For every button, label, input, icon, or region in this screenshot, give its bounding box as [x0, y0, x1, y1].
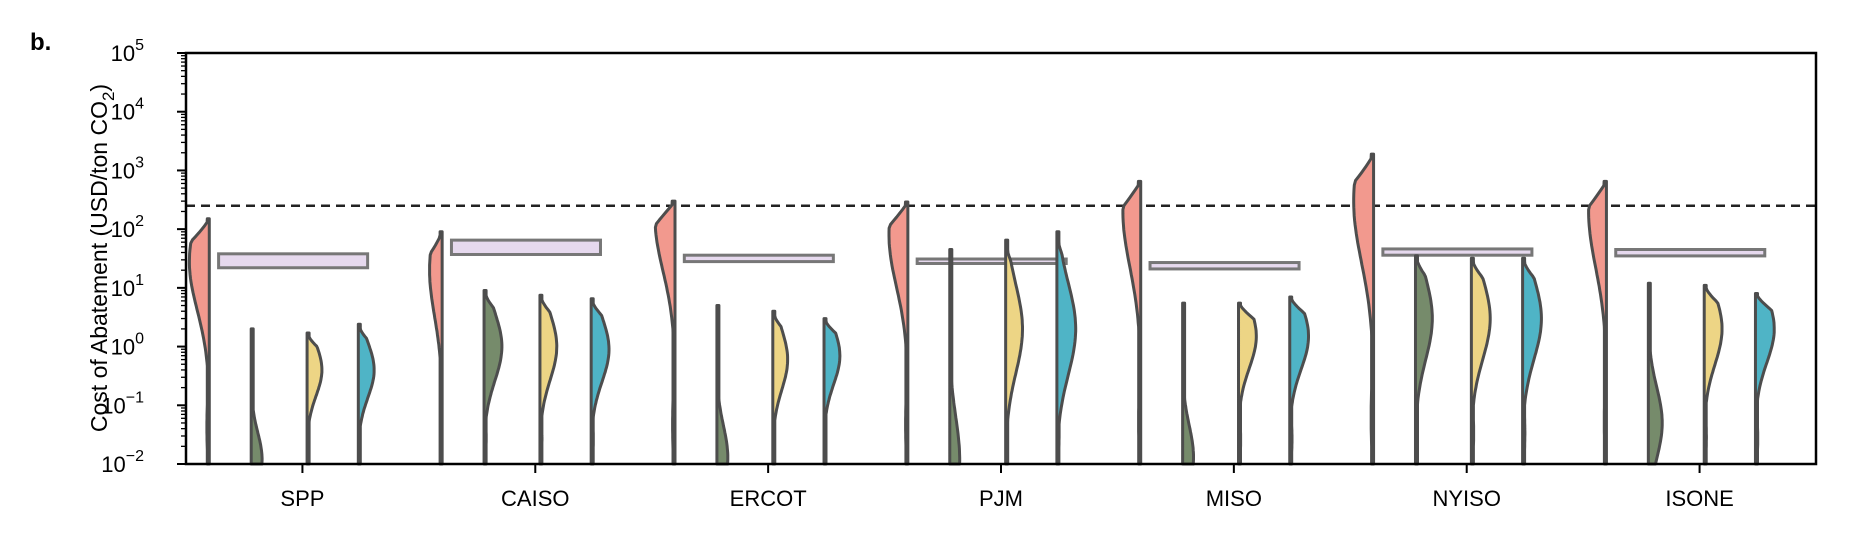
violin-half — [1753, 292, 1776, 466]
violin-half — [1702, 283, 1724, 466]
violin-half — [482, 289, 504, 466]
violin-half — [1352, 152, 1376, 466]
violin-half — [715, 304, 730, 466]
y-axis-label: Cost of Abatement (USD/ton CO2) — [86, 84, 118, 432]
x-tick-label: NYISO — [1432, 486, 1500, 511]
range-box — [1381, 247, 1534, 257]
x-tick-label: MISO — [1206, 486, 1262, 511]
y-tick-label: 100 — [111, 331, 144, 360]
violin-half — [1587, 179, 1608, 466]
violin-half — [1413, 254, 1434, 466]
x-tick-label: SPP — [280, 486, 324, 511]
violin-half — [1055, 230, 1078, 466]
range-box — [682, 253, 835, 264]
violin-half — [589, 297, 611, 466]
violin-half — [887, 200, 910, 466]
violin-half — [1004, 238, 1024, 466]
violin-half — [822, 317, 842, 466]
violin-half — [356, 322, 376, 466]
y-tick-label: 102 — [111, 213, 144, 242]
violin-half — [1181, 301, 1195, 466]
violin-half — [771, 309, 790, 466]
violin-half — [1646, 281, 1664, 466]
violin-half — [428, 230, 444, 466]
x-tick-label: PJM — [979, 486, 1023, 511]
y-tick-label: 101 — [111, 272, 144, 301]
violin-half — [948, 248, 962, 466]
panel-label: b. — [30, 29, 51, 56]
y-tick-label: 103 — [111, 154, 144, 183]
x-tick-label: ISONE — [1665, 486, 1733, 511]
violin-half — [1469, 256, 1492, 466]
y-tick-label: 10−2 — [101, 448, 144, 477]
violin-half — [1288, 295, 1310, 466]
violin-half — [1121, 179, 1143, 466]
violin-half — [1237, 301, 1258, 466]
violin-half — [305, 331, 324, 466]
range-box — [915, 257, 1068, 265]
range-box — [217, 252, 370, 270]
range-box — [449, 238, 602, 256]
violin-half — [187, 217, 211, 466]
violin-half — [538, 293, 559, 466]
y-tick-label: 10−1 — [101, 389, 144, 418]
x-tick-label: ERCOT — [730, 486, 807, 511]
x-tick-label: CAISO — [501, 486, 569, 511]
y-tick-label: 105 — [111, 37, 144, 66]
violin-half — [249, 327, 264, 466]
violin-half — [1521, 256, 1543, 466]
range-box — [1148, 261, 1301, 271]
violin-half — [653, 199, 677, 466]
range-box — [1614, 248, 1767, 258]
